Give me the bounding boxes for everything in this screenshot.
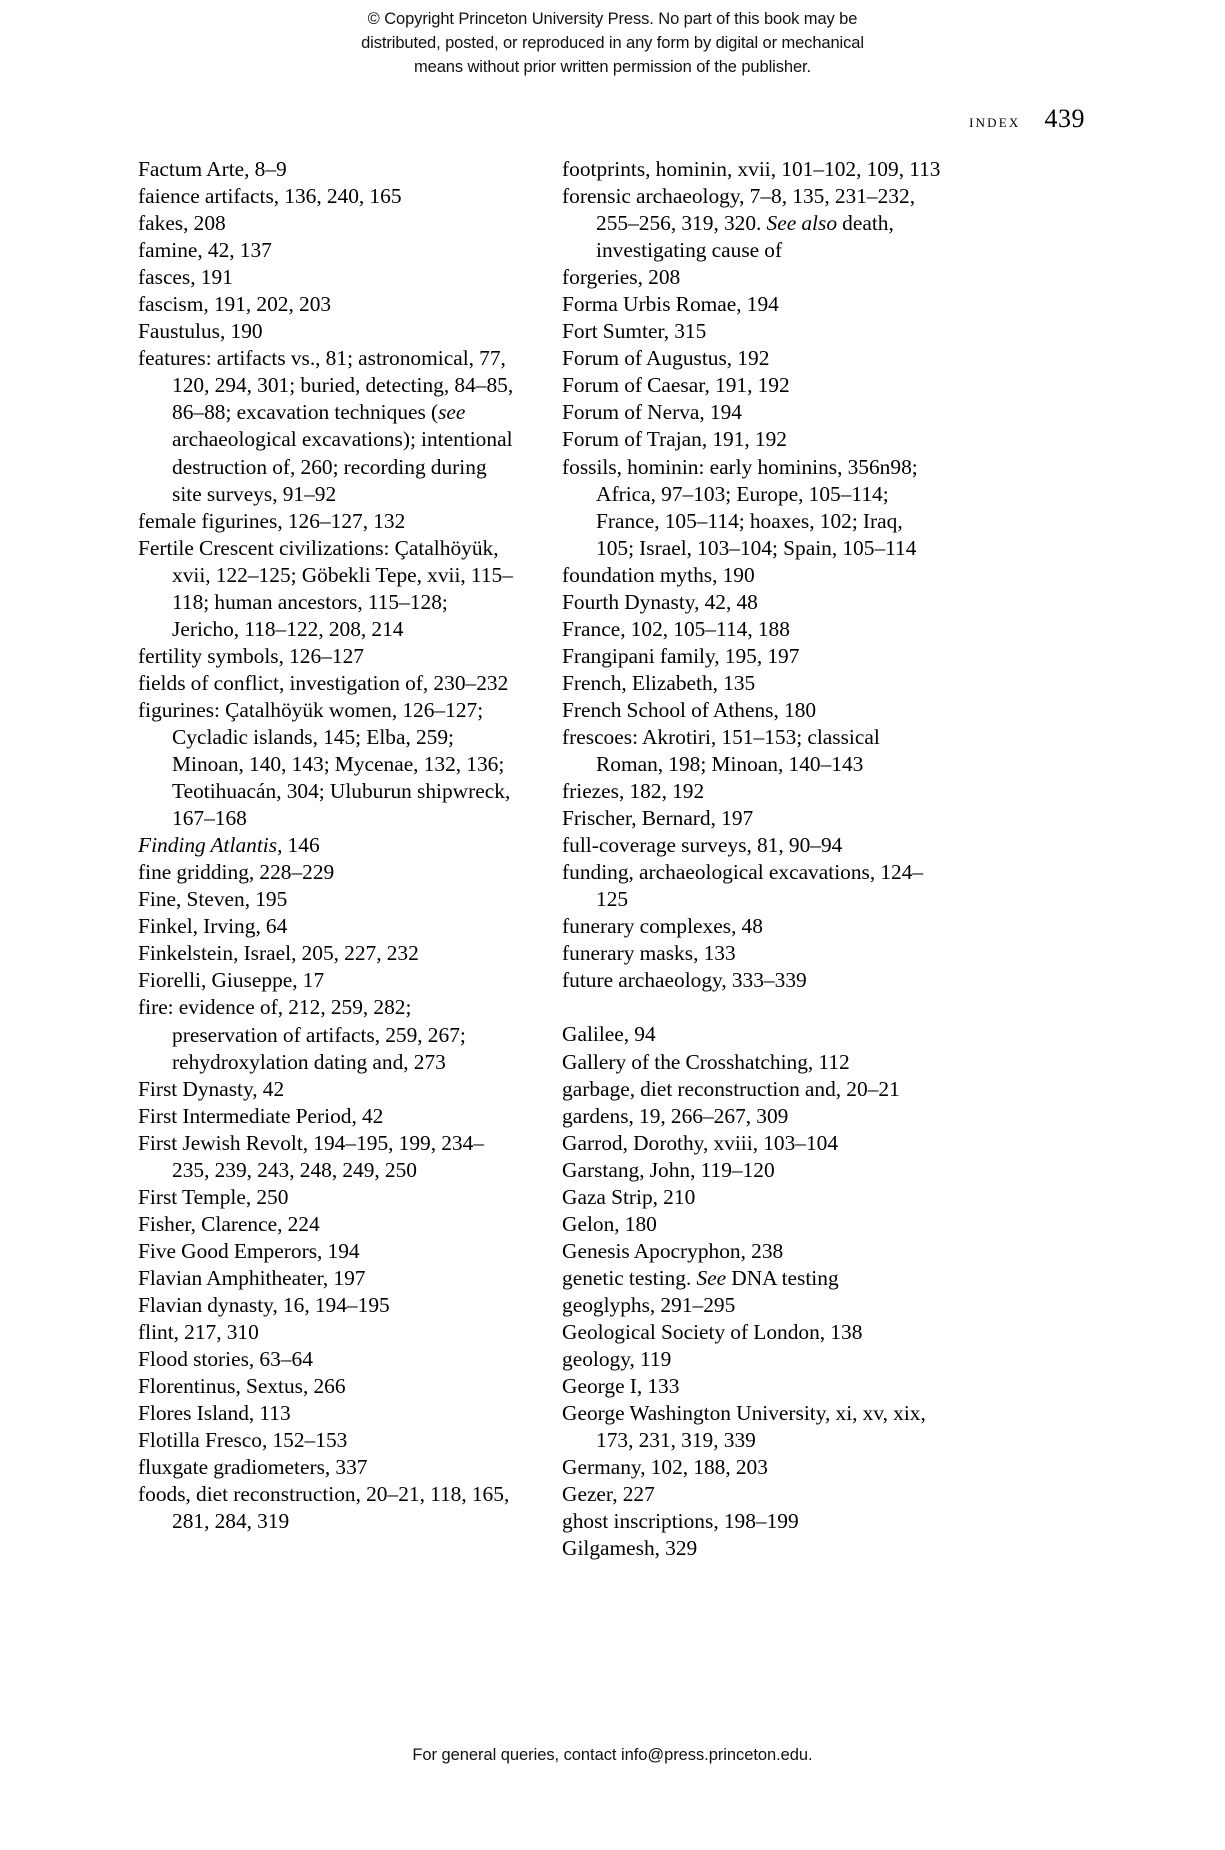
index-entry: female figurines, 126–127, 132 <box>138 508 406 533</box>
copyright-line-1: © Copyright Princeton University Press. … <box>367 10 858 28</box>
index-entry: ghost inscriptions, 198–199 <box>562 1509 799 1534</box>
index-entry: France, 102, 105–114, 188 <box>562 616 790 641</box>
index-entry: First Dynasty, 42 <box>138 1076 285 1101</box>
index-entry: features: artifacts vs., 81; astronomica… <box>138 346 514 506</box>
index-entry: Garrod, Dorothy, xviii, 103–104 <box>562 1130 839 1155</box>
index-entry: Galilee, 94 <box>562 1022 656 1047</box>
index-entry: First Intermediate Period, 42 <box>138 1103 384 1128</box>
index-entry: Geological Society of London, 138 <box>562 1319 863 1344</box>
index-entry: French, Elizabeth, 135 <box>562 670 756 695</box>
index-entry: Finkelstein, Israel, 205, 227, 232 <box>138 941 419 966</box>
index-entry: Gelon, 180 <box>562 1211 657 1236</box>
footer-note: For general queries, contact info@press.… <box>412 1746 813 1764</box>
index-entry: famine, 42, 137 <box>138 238 272 263</box>
index-entry: funding, archaeological excavations, 124… <box>562 860 924 912</box>
index-entry: foundation myths, 190 <box>562 562 755 587</box>
index-entry: Forum of Trajan, 191, 192 <box>562 427 788 452</box>
index-entry: Finkel, Irving, 64 <box>138 914 288 939</box>
index-entry: Gilgamesh, 329 <box>562 1536 698 1561</box>
index-entry: Forum of Nerva, 194 <box>562 400 742 425</box>
index-entry: Gallery of the Crosshatching, 112 <box>562 1049 850 1074</box>
index-entry: Fourth Dynasty, 42, 48 <box>562 589 758 614</box>
index-entry: footprints, hominin, xvii, 101–102, 109,… <box>562 157 941 181</box>
copyright-notice: © Copyright Princeton University Press. … <box>0 8 1225 80</box>
index-entry: Forum of Caesar, 191, 192 <box>562 373 790 398</box>
index-entry: Garstang, John, 119–120 <box>562 1157 775 1182</box>
index-entry: frescoes: Akrotiri, 151–153; classical R… <box>562 724 880 777</box>
index-entry: Five Good Emperors, 194 <box>138 1238 360 1263</box>
index-entry: fire: evidence of, 212, 259, 282; preser… <box>138 995 466 1074</box>
index-entry: Flores Island, 113 <box>138 1401 291 1426</box>
running-head: INDEX 439 <box>0 104 1085 134</box>
index-entry: friezes, 182, 192 <box>562 779 705 804</box>
index-entry: Finding Atlantis, 146 <box>138 833 320 858</box>
index-entry: Genesis Apocryphon, 238 <box>562 1238 784 1263</box>
index-entry: fasces, 191 <box>138 265 233 290</box>
index-entry: Frangipani family, 195, 197 <box>562 643 800 668</box>
index-entry: First Jewish Revolt, 194–195, 199, 234–2… <box>138 1130 485 1182</box>
page-number: 439 <box>1044 104 1085 133</box>
index-entry: Florentinus, Sextus, 266 <box>138 1374 346 1399</box>
index-entry: garbage, diet reconstruction and, 20–21 <box>562 1076 900 1101</box>
index-entry: Flavian dynasty, 16, 194–195 <box>138 1292 390 1317</box>
index-entry: Fiorelli, Giuseppe, 17 <box>138 968 325 993</box>
index-entry: Fine, Steven, 195 <box>138 887 288 912</box>
index-entry: future archaeology, 333–339 <box>562 968 807 993</box>
index-entry: fluxgate gradiometers, 337 <box>138 1455 368 1480</box>
index-entry: Flotilla Fresco, 152–153 <box>138 1428 348 1453</box>
index-entry: fine gridding, 228–229 <box>138 860 335 885</box>
index-entry: Forma Urbis Romae, 194 <box>562 292 779 317</box>
index-entry: Germany, 102, 188, 203 <box>562 1455 768 1480</box>
index-entry: full-coverage surveys, 81, 90–94 <box>562 833 843 858</box>
copyright-line-2: distributed, posted, or reproduced in an… <box>361 33 864 52</box>
index-entry: geoglyphs, 291–295 <box>562 1292 736 1317</box>
index-entry: gardens, 19, 266–267, 309 <box>562 1103 789 1128</box>
index-entry: Forum of Augustus, 192 <box>562 346 770 371</box>
index-entry: Fertile Crescent civilizations: Çatalhöy… <box>138 535 513 641</box>
index-entry: fascism, 191, 202, 203 <box>138 292 332 317</box>
index-entry: fossils, hominin: early hominins, 356n98… <box>562 454 918 560</box>
running-head-label: INDEX <box>969 111 1021 132</box>
index-body: Factum Arte, 8–9 faience artifacts, 136, … <box>138 156 1058 1562</box>
index-entry: forensic archaeology, 7–8, 135, 231–232,… <box>562 184 916 263</box>
index-column-right: footprints, hominin, xvii, 101–102, 109,… <box>562 156 944 1562</box>
index-entry: George Washington University, xi, xv, xi… <box>562 1401 926 1453</box>
index-entry: fields of conflict, investigation of, 23… <box>138 670 509 695</box>
index-entry: figurines: Çatalhöyük women, 126–127; Cy… <box>138 697 511 831</box>
index-entry: Flood stories, 63–64 <box>138 1347 313 1372</box>
index-entry: fertility symbols, 126–127 <box>138 643 364 668</box>
index-entry: geology, 119 <box>562 1347 672 1372</box>
index-entry: Gaza Strip, 210 <box>562 1184 696 1209</box>
index-entry: Gezer, 227 <box>562 1482 655 1507</box>
index-column-left: Factum Arte, 8–9 faience artifacts, 136, … <box>138 156 520 1562</box>
index-entry: George I, 133 <box>562 1374 680 1399</box>
index-entry: Fort Sumter, 315 <box>562 319 707 344</box>
index-entry: First Temple, 250 <box>138 1184 289 1209</box>
index-entry: forgeries, 208 <box>562 265 681 290</box>
index-entry: French School of Athens, 180 <box>562 697 817 722</box>
index-entry: Faustulus, 190 <box>138 319 263 344</box>
index-entry: Frischer, Bernard, 197 <box>562 806 754 831</box>
index-entry: fakes, 208 <box>138 211 226 236</box>
index-entry: Flavian Amphitheater, 197 <box>138 1265 366 1290</box>
index-entry: foods, diet reconstruction, 20–21, 118, … <box>138 1482 510 1534</box>
index-entry: funerary masks, 133 <box>562 941 736 966</box>
index-entry: faience artifacts, 136, 240, 165 <box>138 184 402 209</box>
copyright-line-3: means without prior written permission o… <box>413 57 811 76</box>
index-entry: Fisher, Clarence, 224 <box>138 1211 320 1236</box>
index-entry: genetic testing. See DNA testing <box>562 1265 839 1290</box>
index-entry: funerary complexes, 48 <box>562 914 763 939</box>
index-entry: Factum Arte, 8–9 <box>138 157 287 181</box>
index-entry: flint, 217, 310 <box>138 1320 259 1345</box>
